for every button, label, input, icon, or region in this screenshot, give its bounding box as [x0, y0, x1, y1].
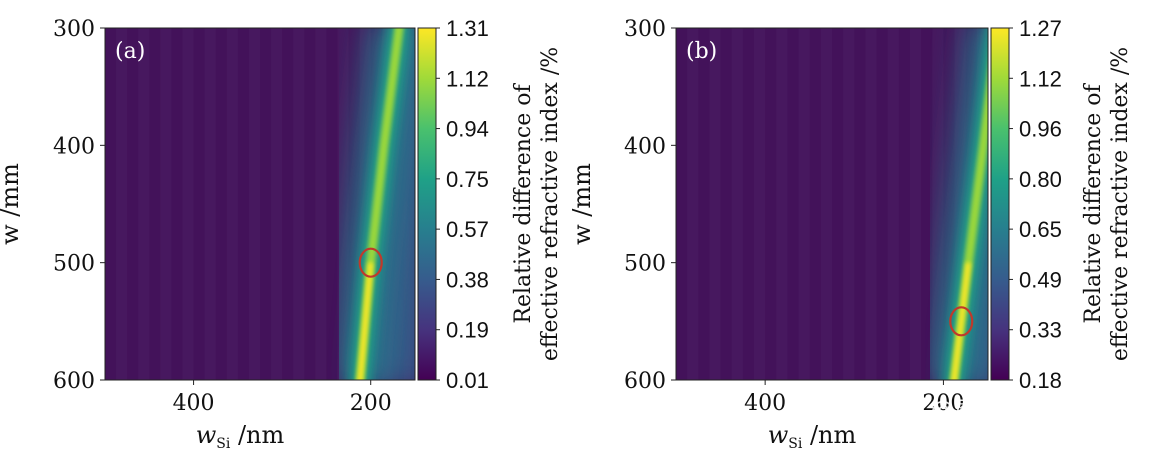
colorbar-tick-label: 0.38 [446, 267, 489, 292]
colorbar-tick-label: 0.18 [1019, 368, 1062, 393]
heatmap-band [898, 28, 910, 380]
heatmap-band [809, 28, 821, 380]
heatmap-band [237, 28, 249, 380]
heatmap-band [876, 28, 888, 380]
colorbar [417, 27, 437, 381]
colorbar-tick-label: 0.65 [1019, 217, 1062, 242]
y-tick-label: 500 [53, 252, 95, 277]
heatmap-band [742, 28, 754, 380]
heatmap-band [282, 28, 294, 380]
colorbar-tick-label: 1.12 [446, 66, 489, 91]
heatmap-band [698, 28, 710, 380]
colorbar-tick-label: 0.57 [446, 217, 489, 242]
colorbar-label-line2: effective refractive index /% [538, 47, 563, 361]
y-tick-label: 600 [624, 369, 666, 394]
heatmap-band [921, 28, 933, 380]
colorbar-tick-label: 0.19 [446, 318, 489, 343]
y-tick-label: 400 [624, 134, 666, 159]
colorbar-label-line1: Relative difference of [511, 83, 536, 324]
panel-label: (a) [115, 39, 145, 64]
marker-circle [358, 247, 383, 278]
y-tick-label: 400 [53, 134, 95, 159]
heatmap-band [193, 28, 205, 380]
y-tick-label: 300 [53, 17, 95, 42]
heatmap-band [787, 28, 799, 380]
colorbar-tick-label: 1.27 [1019, 16, 1062, 41]
ridge-peak [357, 262, 374, 380]
colorbar-tick-label: 0.96 [1019, 117, 1062, 142]
panel-b: (b) 300 400 500 600 400 200 wSi /nm w /mm 1.27 1.1… [568, 16, 1133, 452]
plot-frame [675, 27, 989, 381]
marker-circle [949, 306, 974, 337]
heatmap-band [854, 28, 866, 380]
colorbar-tick-label: 0.49 [1019, 267, 1062, 292]
x-tick-label: 400 [173, 391, 215, 416]
heatmap-band [215, 28, 227, 380]
x-axis-label: wSi /nm [768, 421, 857, 452]
colorbar-tick-label: 0.33 [1019, 318, 1062, 343]
x-axis-label: wSi /nm [196, 421, 285, 452]
colorbar-tick-label: 0.80 [1019, 167, 1062, 192]
heatmap-area [105, 28, 415, 380]
colorbar-label-line1: Relative difference of [1081, 83, 1106, 324]
watermark-text: 知乎 @摩尔芯创 [875, 396, 1051, 424]
ridge-peak [951, 262, 971, 380]
heatmap-band [304, 28, 316, 380]
colorbar-tick-label: 1.12 [1019, 66, 1062, 91]
panel-a: (a) 300 400 500 600 400 200 wSi /nm w /mm 1.31 1.1… [0, 16, 563, 452]
colorbar [990, 27, 1010, 381]
heatmap-band [105, 28, 117, 380]
colorbar-tick-label: 1.31 [446, 16, 489, 41]
y-tick-label: 600 [53, 369, 95, 394]
panel-label: (b) [686, 39, 717, 64]
heatmap-band [832, 28, 844, 380]
x-tick-label: 200 [350, 391, 392, 416]
y-axis-label: w /mm [0, 163, 24, 245]
heatmap-area [676, 28, 988, 380]
plot-frame [104, 27, 416, 381]
heatmap-band [326, 28, 338, 380]
colorbar-tick-label: 0.75 [446, 167, 489, 192]
heatmap-band [260, 28, 272, 380]
heatmap-band [676, 28, 688, 380]
heatmap-band [127, 28, 139, 380]
colorbar-label-line2: effective refractive index /% [1108, 47, 1133, 361]
y-tick-label: 300 [624, 17, 666, 42]
heatmap-band [171, 28, 183, 380]
heatmap-band [720, 28, 732, 380]
colorbar-tick-label: 0.94 [446, 117, 489, 142]
x-tick-label: 400 [744, 391, 786, 416]
y-tick-label: 500 [624, 252, 666, 277]
heatmap-band [765, 28, 777, 380]
colorbar-tick-label: 0.01 [446, 368, 489, 393]
ridge-glow-inner [355, 28, 404, 380]
x-tick-label: 200 [922, 391, 964, 416]
y-axis-label: w /mm [568, 163, 596, 245]
heatmap-band [149, 28, 161, 380]
